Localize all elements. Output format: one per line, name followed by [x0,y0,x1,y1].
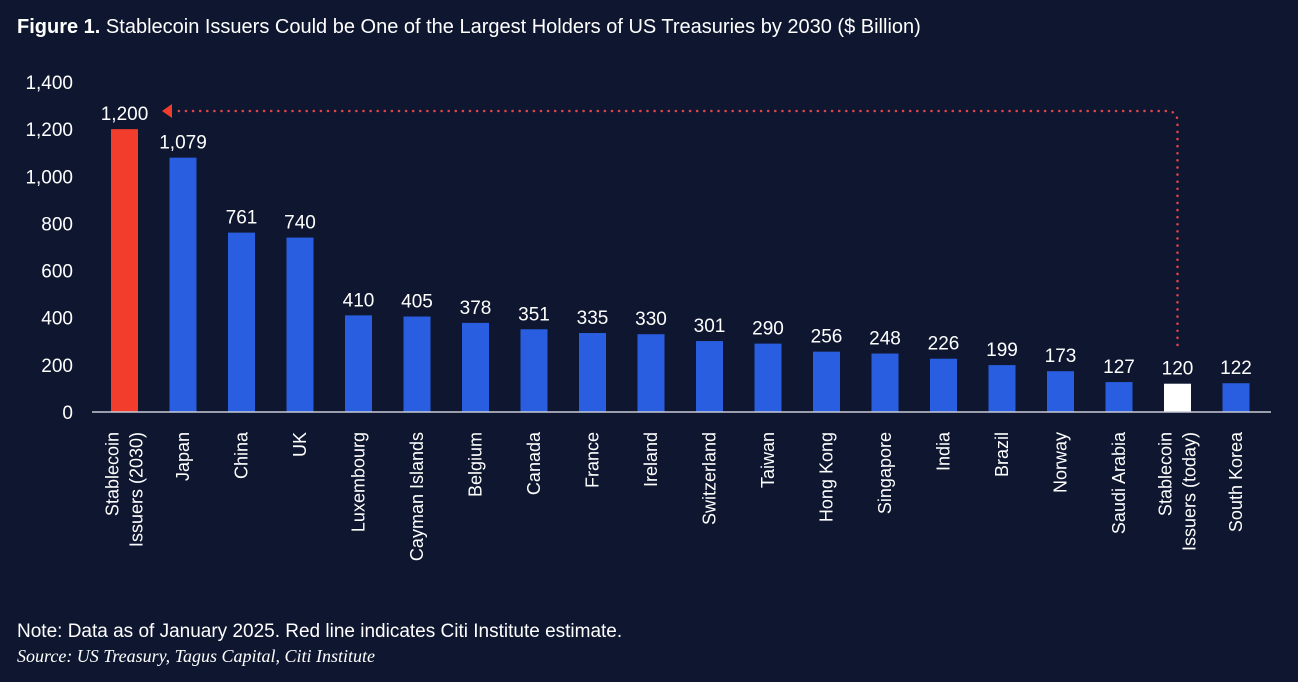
x-tick-label: Canada [524,431,544,495]
data-label: 740 [284,213,316,234]
figure-number: Figure 1. [17,16,101,38]
y-tick-label: 1,000 [25,167,73,188]
data-label: 330 [635,309,667,330]
bar [1164,383,1191,412]
y-tick-label: 1,400 [25,73,73,94]
bar [520,329,548,412]
x-tick-label: Ireland [641,432,661,487]
x-tick-label: Brazil [992,432,1012,477]
data-label: 256 [811,327,843,348]
data-label: 335 [577,308,609,329]
data-label: 120 [1162,359,1194,380]
data-label: 290 [752,319,784,340]
data-label: 127 [1103,357,1135,378]
x-tick-label: Stablecoin [103,432,123,516]
data-label: 226 [928,334,960,355]
data-label: 351 [518,304,550,325]
bar [1105,382,1133,412]
x-tick-label: Issuers (today) [1180,432,1200,551]
x-tick-label: Hong Kong [817,432,837,522]
bar [286,237,314,412]
x-tick-label: South Korea [1226,431,1246,532]
bar [988,365,1016,412]
data-label: 1,079 [159,133,207,154]
bar [1222,383,1250,412]
data-label: 761 [226,208,258,229]
x-tick-label: India [934,431,954,471]
bar [1047,371,1074,412]
bar [111,129,138,412]
x-tick-label: Cayman Islands [407,432,427,561]
bar-chart: 0 200 400 600 800 1,000 1,200 1,400 1,200 Stablec… [25,73,1271,561]
y-tick-label: 800 [41,214,73,235]
bar [579,333,606,412]
data-label: 1,200 [101,104,149,125]
bar [462,322,489,412]
note: Note: Data as of January 2025. Red line … [17,621,623,642]
y-tick-label: 600 [41,262,73,283]
x-tick-label: Stablecoin [1156,432,1176,516]
bar [871,353,899,412]
y-tick-label: 200 [41,356,73,377]
x-tick-label: Norway [1051,432,1071,493]
source: Source: US Treasury, Tagus Capital, Citi… [17,646,376,666]
x-tick-label: Belgium [466,432,486,497]
bar [696,341,723,412]
chart-title: Figure 1. Stablecoin Issuers Could be On… [17,16,921,39]
x-tick-label: Taiwan [758,432,778,488]
x-tick-label: Saudi Arabia [1109,431,1129,534]
x-tick-label: Issuers (2030) [127,432,147,547]
y-tick-label: 0 [62,403,73,424]
bar [169,157,197,412]
data-label: 248 [869,329,901,350]
data-label: 405 [401,292,433,313]
x-tick-label: Switzerland [700,432,720,525]
bar [930,358,957,412]
bar [754,343,782,412]
x-tick-label: France [583,432,603,488]
bar [813,351,840,412]
x-tick-label: Luxembourg [349,432,369,532]
x-tick-label: UK [290,432,310,457]
bar [345,315,372,412]
data-label: 122 [1220,358,1252,379]
data-label: 173 [1045,346,1077,367]
x-tick-label: Japan [173,432,193,481]
data-label: 301 [694,316,726,337]
data-label: 378 [460,298,492,319]
title-text: Stablecoin Issuers Could be One of the L… [105,16,921,38]
estimate-dotted-line [174,109,1179,347]
arrow-head-icon [162,104,172,118]
x-tick-label: China [232,431,252,479]
y-tick-label: 1,200 [25,120,73,141]
data-label: 410 [343,290,375,311]
data-label: 199 [986,340,1018,361]
bar [637,334,665,412]
bar [228,232,255,412]
bar [403,316,431,412]
y-tick-label: 400 [41,309,73,330]
x-tick-label: Singapore [875,432,895,514]
